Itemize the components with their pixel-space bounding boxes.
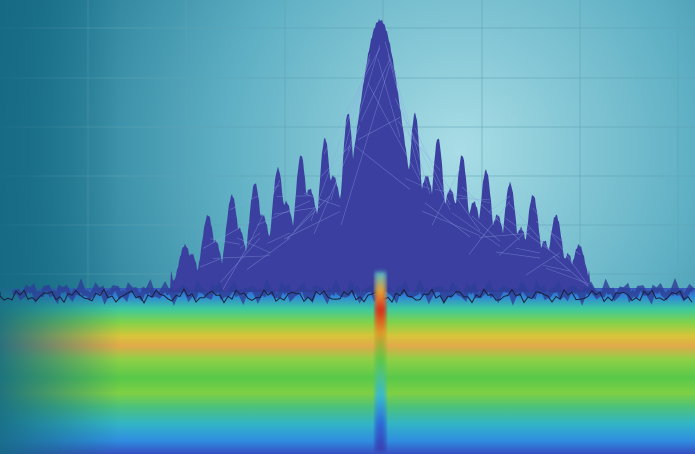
page: (() => { const svg = document.getElement… [0,0,695,454]
carrier-streak [375,272,386,452]
spectrum-display [0,0,695,454]
edge-fade [0,0,130,454]
